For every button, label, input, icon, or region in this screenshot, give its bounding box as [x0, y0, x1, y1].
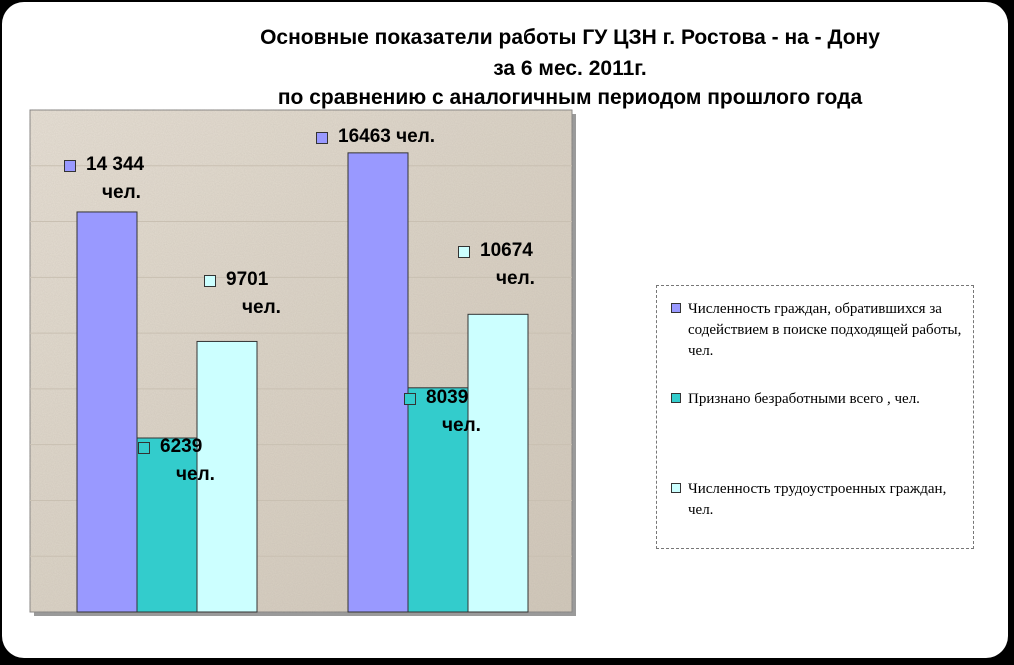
data-label-line: чел. — [176, 464, 215, 485]
bar-series-0-group-1 — [347, 152, 409, 613]
legend: Численность граждан, обратившихся за сод… — [656, 285, 974, 549]
data-label-key — [204, 275, 216, 287]
data-label-key — [458, 246, 470, 258]
legend-item-unemployed: Признано безработными всего , чел. — [671, 389, 967, 410]
data-label-line: 8039 — [426, 387, 469, 408]
legend-label-applicants: Численность граждан, обратившихся за сод… — [688, 301, 962, 359]
legend-swatch-employed — [671, 483, 681, 493]
legend-label-unemployed: Признано безработными всего , чел. — [688, 391, 920, 407]
legend-swatch-unemployed — [671, 393, 681, 403]
chart-title-line-3: по сравнению с аналогичным периодом прош… — [277, 86, 863, 109]
data-label-series-0-group-1: 16463 чел. — [316, 123, 435, 151]
data-label-key — [138, 442, 150, 454]
data-label-line: 10674 — [480, 240, 533, 261]
data-label-key — [404, 393, 416, 405]
chart-title-line-2: за 6 мес. 2011г. — [493, 57, 647, 80]
bar-series-1-group-0 — [136, 437, 198, 613]
data-label-line: 9701 — [226, 269, 269, 290]
data-label-key — [316, 132, 328, 144]
bar-series-0-group-0 — [76, 211, 138, 613]
bar-series-1-group-1 — [407, 387, 469, 613]
data-label-line: чел. — [496, 268, 535, 289]
chart-title-line-1: Основные показатели работы ГУ ЦЗН г. Рос… — [260, 26, 880, 49]
data-label-line: чел. — [242, 297, 281, 318]
data-label-series-1-group-0: 6239 чел. — [138, 433, 215, 489]
data-label-key — [64, 160, 76, 172]
data-label-series-2-group-1: 10674 чел. — [458, 237, 535, 293]
bar-series-2-group-0 — [196, 340, 258, 613]
data-label-series-1-group-1: 8039 чел. — [404, 384, 481, 440]
data-label-series-0-group-0: 14 344 чел. — [64, 151, 144, 207]
data-label-line: 6239 — [160, 436, 203, 457]
legend-label-employed: Численность трудоустроенных граждан, чел… — [688, 481, 947, 518]
data-label-series-2-group-0: 9701 чел. — [204, 266, 281, 322]
bar-series-2-group-1 — [467, 313, 529, 613]
data-label-line: чел. — [442, 415, 481, 436]
data-label-line: 14 344 — [86, 154, 145, 175]
data-label-line: чел. — [102, 182, 141, 203]
legend-swatch-applicants — [671, 303, 681, 313]
legend-item-employed: Численность трудоустроенных граждан, чел… — [671, 479, 967, 521]
bars — [76, 152, 529, 613]
data-label-line: 16463 чел. — [338, 126, 436, 147]
legend-item-applicants: Численность граждан, обратившихся за сод… — [671, 299, 967, 362]
